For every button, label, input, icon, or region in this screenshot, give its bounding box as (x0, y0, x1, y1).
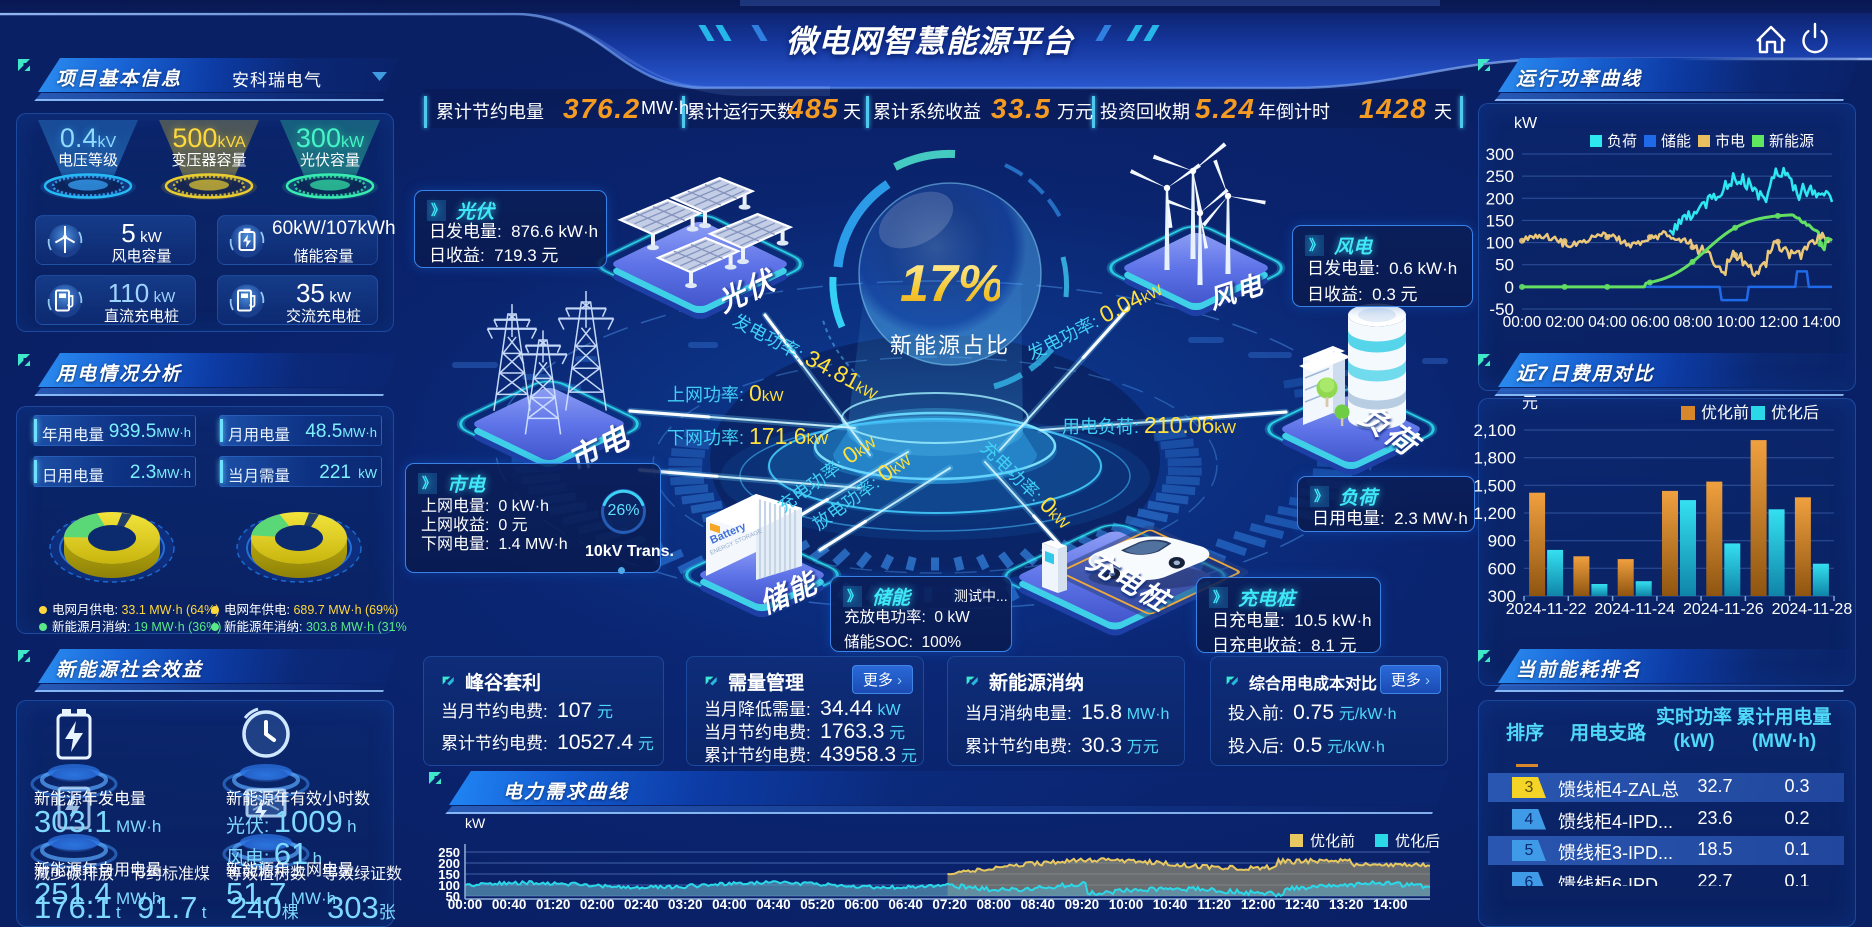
svg-text:10:40: 10:40 (1153, 897, 1188, 912)
svg-text:12:00: 12:00 (1241, 897, 1276, 912)
svg-text:2,100: 2,100 (1474, 421, 1516, 440)
svg-text:00:40: 00:40 (492, 897, 527, 912)
svg-text:10:00: 10:00 (1716, 314, 1755, 331)
svg-text:50: 50 (446, 889, 460, 904)
svg-text:250: 250 (1486, 167, 1514, 186)
svg-text:200: 200 (1486, 189, 1514, 208)
svg-text:2024-11-28: 2024-11-28 (1772, 601, 1853, 618)
svg-text:储能: 储能 (1661, 133, 1691, 150)
svg-text:2024-11-26: 2024-11-26 (1683, 601, 1764, 618)
svg-text:900: 900 (1488, 532, 1516, 551)
svg-text:优化前: 优化前 (1701, 404, 1749, 422)
svg-text:02:00: 02:00 (580, 897, 615, 912)
svg-text:08:00: 08:00 (1674, 314, 1713, 331)
svg-text:100: 100 (438, 878, 460, 893)
svg-text:06:00: 06:00 (1631, 314, 1670, 331)
svg-text:00:00: 00:00 (1503, 314, 1542, 331)
svg-text:新能源: 新能源 (1769, 133, 1814, 150)
svg-text:10:00: 10:00 (1109, 897, 1144, 912)
svg-text:05:20: 05:20 (800, 897, 835, 912)
svg-text:600: 600 (1488, 559, 1516, 578)
svg-text:14:00: 14:00 (1373, 897, 1408, 912)
svg-text:300: 300 (1486, 145, 1514, 164)
svg-text:02:40: 02:40 (624, 897, 659, 912)
svg-text:08:00: 08:00 (977, 897, 1012, 912)
svg-text:06:40: 06:40 (888, 897, 923, 912)
svg-text:09:20: 09:20 (1065, 897, 1100, 912)
svg-text:200: 200 (438, 856, 460, 871)
svg-text:kW: kW (465, 818, 486, 831)
svg-text:2024-11-24: 2024-11-24 (1594, 601, 1675, 618)
svg-text:150: 150 (1486, 211, 1514, 230)
svg-text:01:20: 01:20 (536, 897, 571, 912)
svg-text:12:00: 12:00 (1759, 314, 1798, 331)
svg-text:0: 0 (1505, 278, 1514, 297)
svg-text:04:00: 04:00 (712, 897, 747, 912)
svg-text:150: 150 (438, 867, 460, 882)
svg-text:1,500: 1,500 (1474, 476, 1516, 495)
svg-text:100: 100 (1486, 234, 1514, 253)
svg-text:-50: -50 (1489, 300, 1514, 319)
svg-text:02:00: 02:00 (1545, 314, 1584, 331)
svg-text:优化后: 优化后 (1395, 833, 1440, 850)
svg-text:06:00: 06:00 (844, 897, 879, 912)
svg-text:13:20: 13:20 (1329, 897, 1364, 912)
svg-text:07:20: 07:20 (932, 897, 967, 912)
svg-text:03:20: 03:20 (668, 897, 703, 912)
svg-text:11:20: 11:20 (1197, 897, 1231, 912)
svg-text:50: 50 (1495, 256, 1514, 275)
svg-text:负荷: 负荷 (1607, 133, 1637, 150)
svg-text:300: 300 (1488, 587, 1516, 606)
svg-text:00:00: 00:00 (448, 897, 483, 912)
svg-text:元: 元 (1522, 395, 1538, 412)
svg-text:08:40: 08:40 (1021, 897, 1056, 912)
svg-text:市电: 市电 (1715, 133, 1745, 150)
svg-text:2024-11-22: 2024-11-22 (1506, 601, 1587, 618)
svg-text:优化前: 优化前 (1310, 833, 1355, 850)
svg-text:14:00: 14:00 (1802, 314, 1841, 331)
svg-text:12:40: 12:40 (1285, 897, 1320, 912)
svg-text:04:40: 04:40 (756, 897, 791, 912)
svg-text:1,200: 1,200 (1474, 504, 1516, 523)
svg-text:kW: kW (1514, 115, 1538, 132)
svg-text:优化后: 优化后 (1771, 404, 1819, 422)
svg-text:1,800: 1,800 (1474, 449, 1516, 468)
svg-text:04:00: 04:00 (1588, 314, 1627, 331)
svg-text:250: 250 (438, 845, 460, 860)
